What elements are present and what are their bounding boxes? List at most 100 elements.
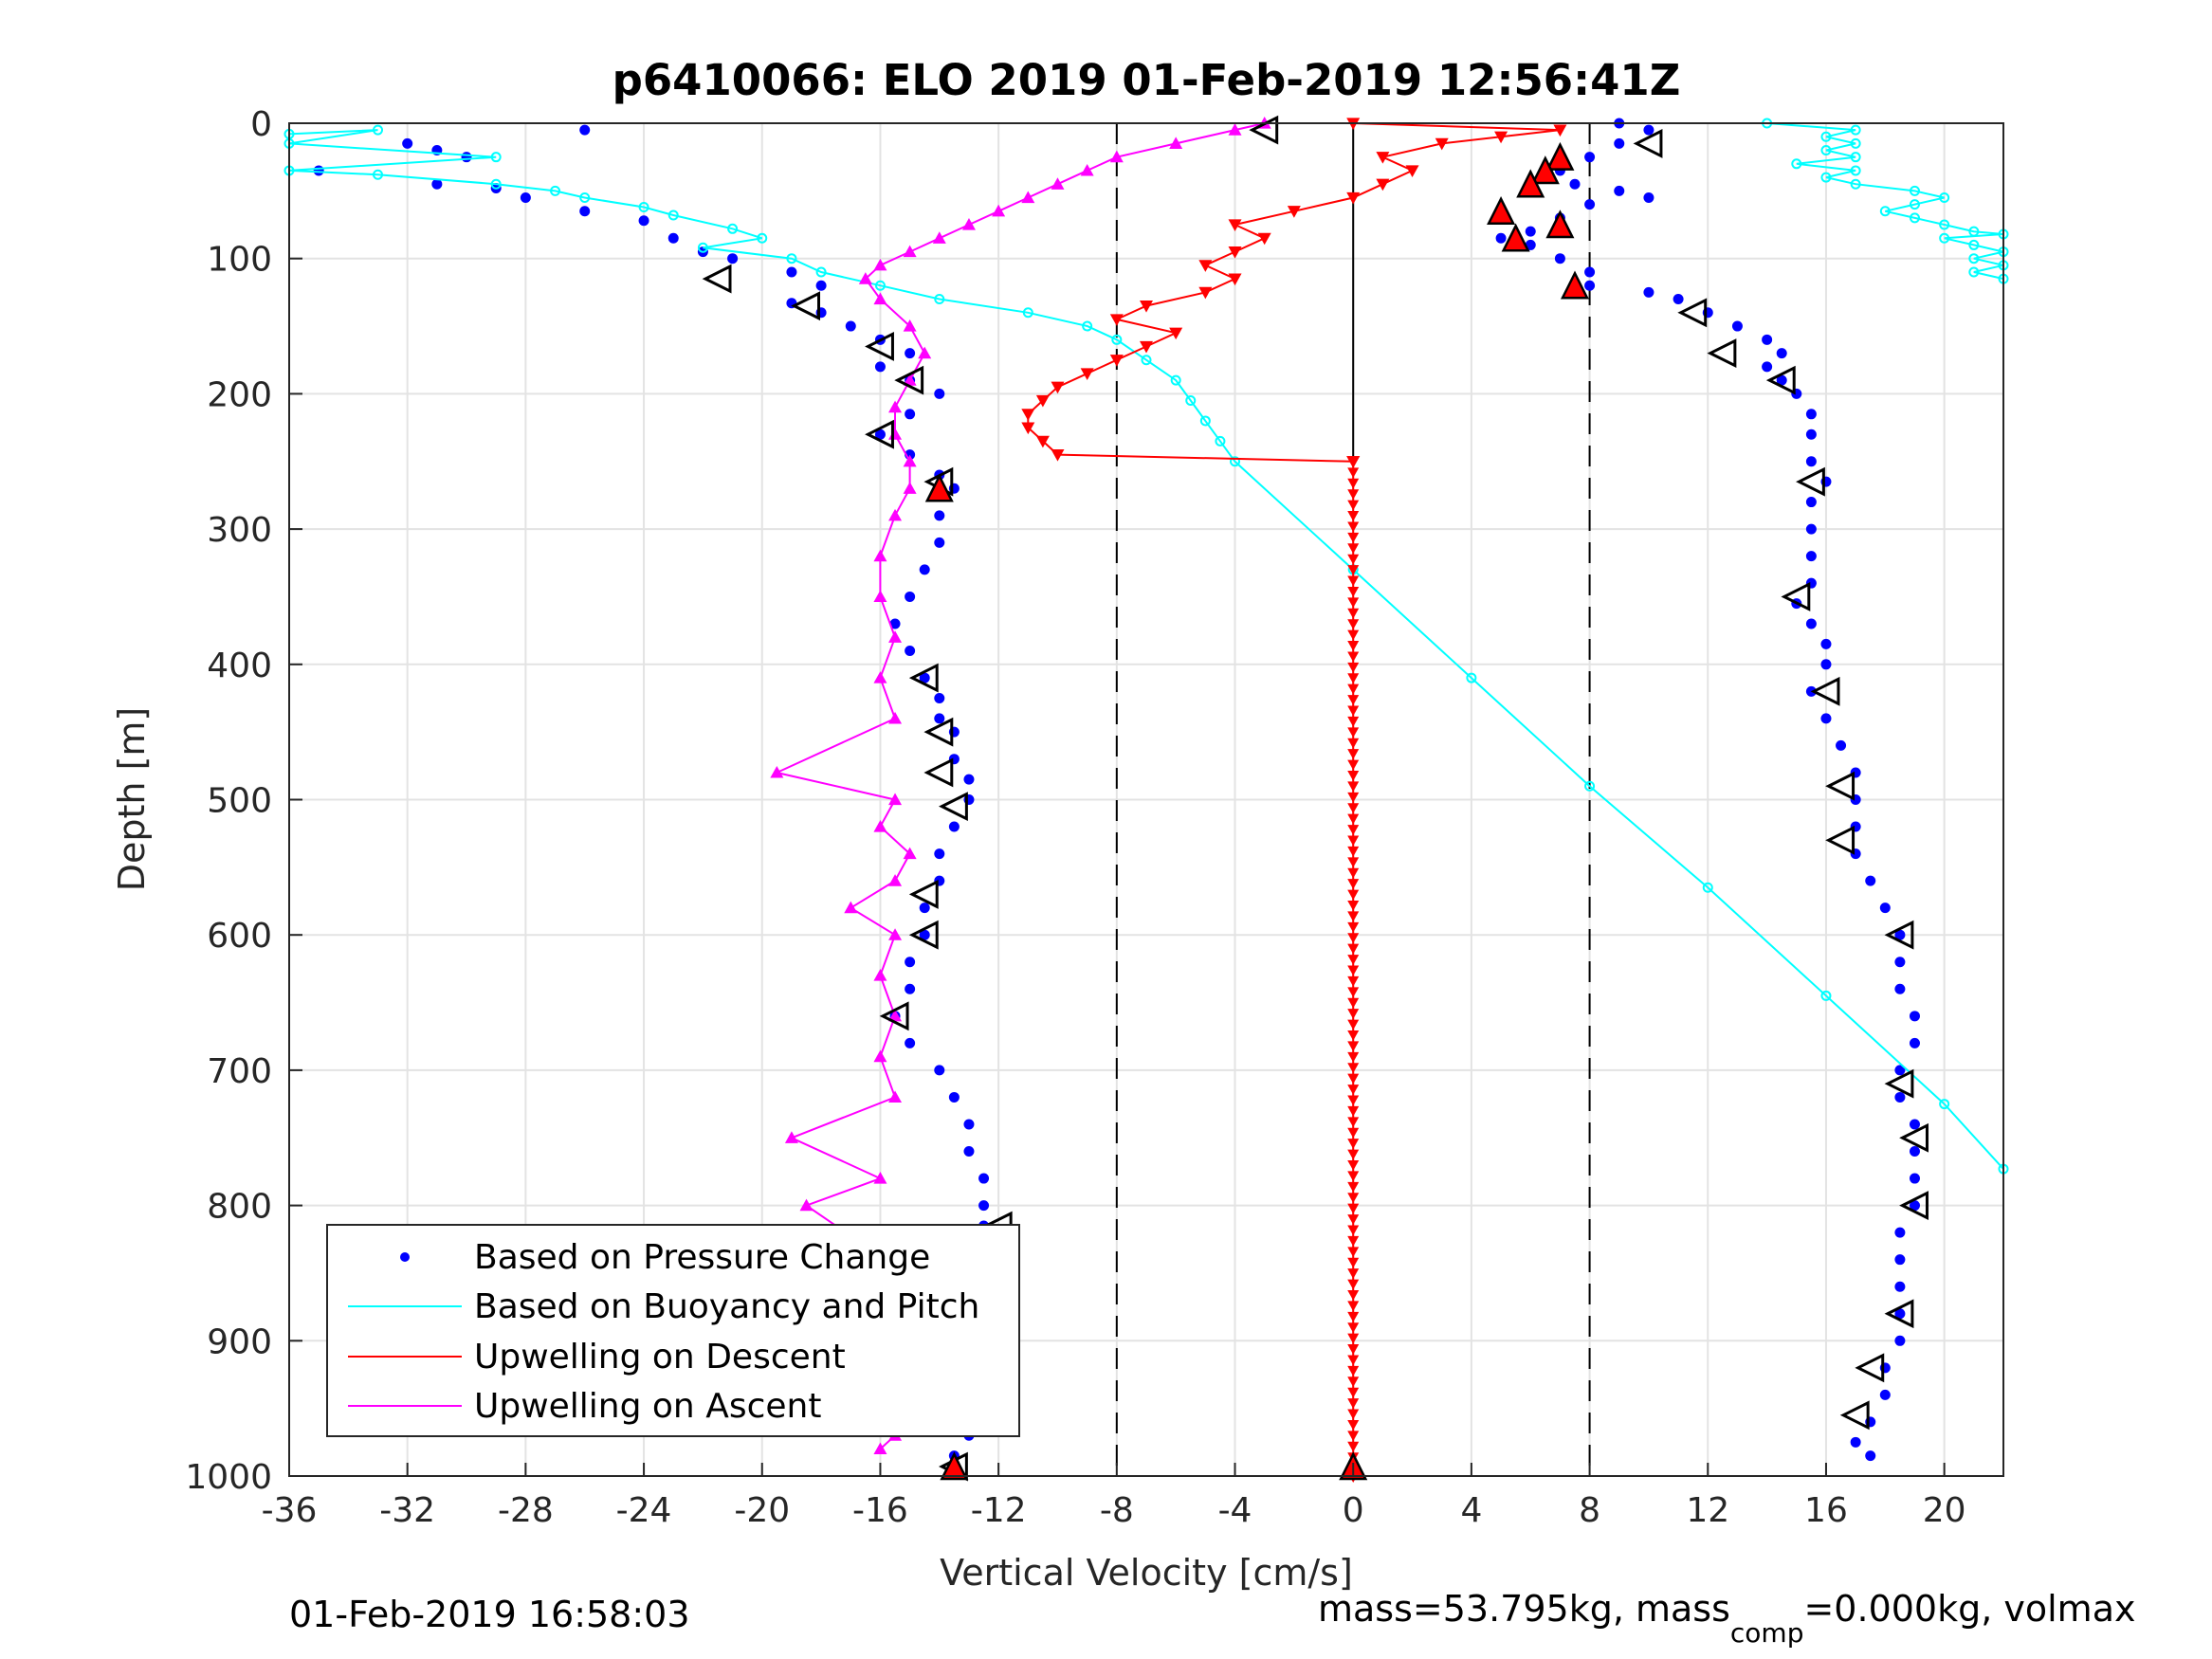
- x-tick-label: -36: [262, 1491, 318, 1530]
- data-point: [1850, 165, 1861, 176]
- data-point: [1051, 381, 1065, 394]
- red-triangle-marker: [1516, 169, 1545, 198]
- data-point: [786, 253, 797, 264]
- data-point: [888, 630, 903, 643]
- data-point: [888, 793, 903, 806]
- data-point: [1673, 294, 1684, 305]
- data-point: [1080, 368, 1094, 380]
- data-point: [1643, 286, 1654, 298]
- data-point: [1347, 901, 1360, 911]
- data-point: [1347, 597, 1360, 609]
- data-point: [888, 928, 903, 940]
- y-axis-label: Depth [m]: [111, 707, 153, 892]
- axis-ticks: -36 -32 -28 -24 -20 -16 -12 -8 -4 0 4 8 12 16 20010020…: [185, 105, 1965, 1530]
- data-point: [1022, 307, 1033, 319]
- data-point: [1347, 1203, 1360, 1214]
- data-point: [727, 223, 739, 234]
- data-point: [905, 646, 916, 657]
- data-point: [1198, 286, 1213, 300]
- grid: [288, 122, 2003, 1477]
- y-tick-label: 0: [250, 105, 272, 144]
- reference-lines: [1115, 123, 1591, 1476]
- y-tick-label: 600: [207, 917, 272, 956]
- data-point: [1347, 456, 1360, 467]
- data-point: [1894, 1065, 1906, 1076]
- data-point: [1347, 846, 1360, 857]
- data-point: [1939, 191, 1950, 203]
- data-point: [1347, 1365, 1360, 1376]
- data-point: [873, 1049, 887, 1063]
- data-point: [1762, 334, 1773, 345]
- red-triangle-marker: [924, 473, 954, 502]
- data-point: [373, 169, 384, 180]
- open-triangle-marker: [1884, 1068, 1914, 1099]
- data-point: [1109, 150, 1124, 163]
- annotation-markers: [702, 115, 1929, 1482]
- data-point: [579, 206, 591, 217]
- series-line: [288, 129, 2004, 1170]
- data-point: [1347, 511, 1360, 521]
- open-triangle-marker: [908, 663, 939, 693]
- data-point: [1554, 253, 1565, 264]
- data-point: [1347, 467, 1360, 479]
- data-point: [1347, 532, 1360, 543]
- data-point: [1939, 1099, 1950, 1110]
- series-line: [1027, 122, 1561, 463]
- data-point: [1347, 803, 1360, 814]
- data-point: [1228, 123, 1242, 136]
- data-point: [873, 258, 887, 271]
- data-point: [905, 957, 916, 968]
- data-point: [1347, 586, 1360, 597]
- data-point: [1347, 1311, 1360, 1322]
- data-point: [934, 692, 945, 703]
- data-point: [1909, 185, 1920, 196]
- data-point: [934, 537, 945, 548]
- data-point: [905, 348, 916, 359]
- data-point: [799, 1198, 814, 1212]
- data-point: [1169, 327, 1183, 340]
- data-point: [1347, 889, 1360, 901]
- open-triangle-marker: [1810, 676, 1840, 706]
- data-point: [1347, 543, 1360, 555]
- data-point: [1805, 456, 1817, 467]
- legend-label-pressure: Based on Pressure Change: [474, 1238, 930, 1277]
- data-point: [1347, 771, 1360, 781]
- data-point: [1939, 219, 1950, 230]
- footer-mass-part2: =0.000kg, volmax: [1803, 1588, 2135, 1630]
- data-point: [1909, 1011, 1920, 1022]
- data-point: [1347, 705, 1360, 717]
- data-point: [1569, 178, 1581, 190]
- data-point: [873, 671, 887, 684]
- data-point: [1170, 374, 1181, 386]
- data-point: [1347, 1279, 1360, 1290]
- data-point: [1199, 415, 1211, 427]
- data-point: [1376, 152, 1390, 164]
- data-point: [1791, 158, 1802, 170]
- data-point: [888, 1090, 903, 1103]
- open-triangle-marker: [702, 264, 732, 294]
- footer-timestamp: 01-Feb-2019 16:58:03: [289, 1594, 690, 1635]
- data-point: [1228, 219, 1242, 232]
- chart-title: p6410066: ELO 2019 01-Feb-2019 12:56:41Z: [612, 55, 1681, 105]
- data-point: [934, 713, 945, 724]
- data-point: [1347, 1127, 1360, 1139]
- data-point: [1820, 131, 1832, 142]
- data-point: [1731, 320, 1743, 332]
- data-point: [1109, 314, 1124, 326]
- data-point: [1405, 165, 1419, 177]
- data-point: [1466, 672, 1477, 684]
- data-point: [1495, 232, 1507, 244]
- data-point: [1347, 965, 1360, 976]
- data-point: [757, 232, 768, 244]
- data-point: [1169, 137, 1183, 150]
- data-point: [313, 165, 324, 176]
- y-tick-label: 100: [207, 241, 272, 280]
- data-point: [873, 1172, 887, 1184]
- data-point: [873, 820, 887, 832]
- data-point: [1347, 749, 1360, 759]
- open-triangle-marker: [923, 757, 954, 788]
- y-tick-label: 900: [207, 1322, 272, 1361]
- y-tick-label: 800: [207, 1188, 272, 1227]
- x-tick-label: -12: [971, 1491, 1027, 1530]
- data-point: [1894, 1254, 1906, 1266]
